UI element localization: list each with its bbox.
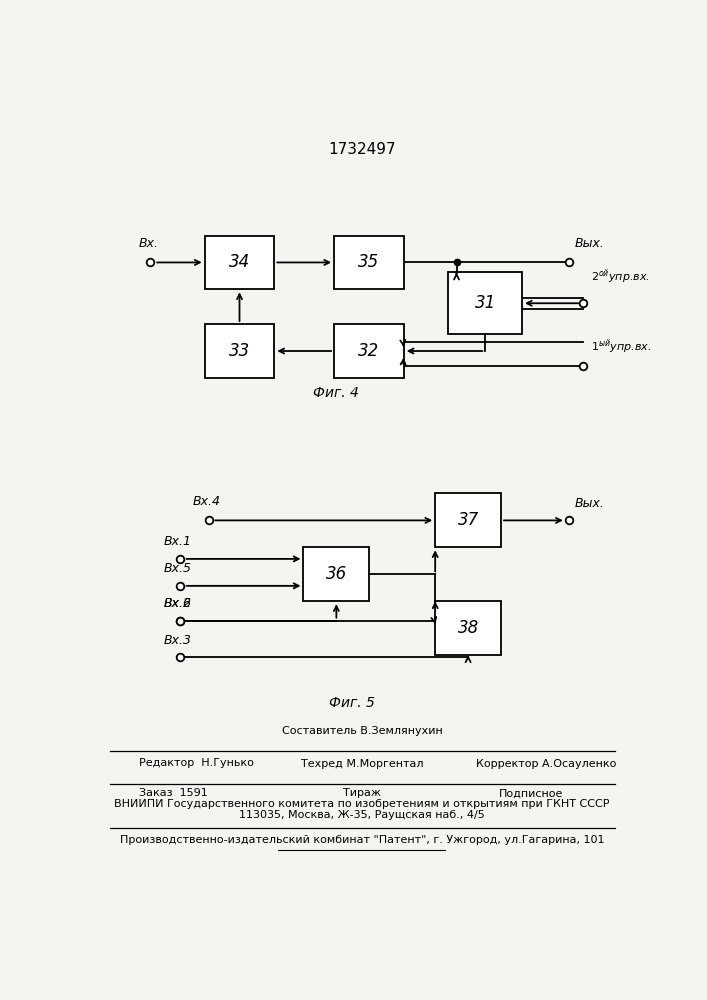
Text: 34: 34: [229, 253, 250, 271]
Text: Вх.4: Вх.4: [193, 495, 221, 508]
Text: Вых.: Вых.: [575, 237, 605, 250]
Bar: [303, 547, 369, 601]
Bar: [334, 324, 404, 378]
Text: 37: 37: [457, 511, 479, 529]
Text: Фиг. 5: Фиг. 5: [329, 696, 375, 710]
Text: 35: 35: [358, 253, 380, 271]
Text: Вх.5: Вх.5: [163, 562, 192, 575]
Text: Вх.3: Вх.3: [163, 634, 192, 647]
Text: $1^{ый}$упр.вх.: $1^{ый}$упр.вх.: [590, 338, 651, 356]
Text: Вх.6: Вх.6: [163, 597, 192, 610]
Text: ВНИИПИ Государственного комитета по изобретениям и открытиям при ГКНТ СССР: ВНИИПИ Государственного комитета по изоб…: [115, 799, 609, 809]
Bar: [204, 324, 274, 378]
Text: Фиг. 4: Фиг. 4: [313, 386, 359, 400]
Text: Вх.1: Вх.1: [163, 535, 192, 548]
Text: 32: 32: [358, 342, 380, 360]
Text: Вх.2: Вх.2: [163, 597, 192, 610]
Bar: [334, 235, 404, 289]
Text: 38: 38: [457, 619, 479, 637]
Text: Редактор  Н.Гунько: Редактор Н.Гунько: [139, 758, 254, 768]
Bar: [448, 272, 522, 334]
Text: $2^{ой}$упр.вх.: $2^{ой}$упр.вх.: [590, 268, 650, 286]
Text: Вых.: Вых.: [575, 497, 605, 510]
Bar: [436, 601, 501, 655]
Text: 33: 33: [229, 342, 250, 360]
Text: Корректор А.Осауленко: Корректор А.Осауленко: [476, 759, 617, 769]
Text: 1732497: 1732497: [328, 142, 396, 157]
Text: 113035, Москва, Ж-35, Раущская наб., 4/5: 113035, Москва, Ж-35, Раущская наб., 4/5: [239, 810, 485, 820]
Text: Производственно-издательский комбинат "Патент", г. Ужгород, ул.Гагарина, 101: Производственно-издательский комбинат "П…: [119, 835, 604, 845]
Text: Вх.: Вх.: [139, 237, 159, 250]
Bar: [436, 493, 501, 547]
Text: Подписное: Подписное: [499, 788, 563, 798]
Text: Составитель В.Землянухин: Составитель В.Землянухин: [281, 726, 443, 736]
Bar: [204, 235, 274, 289]
Text: 31: 31: [474, 294, 496, 312]
Text: 36: 36: [326, 565, 347, 583]
Text: Техред М.Моргентал: Техред М.Моргентал: [300, 759, 423, 769]
Text: Заказ  1591: Заказ 1591: [139, 788, 207, 798]
Text: Тираж: Тираж: [343, 788, 381, 798]
